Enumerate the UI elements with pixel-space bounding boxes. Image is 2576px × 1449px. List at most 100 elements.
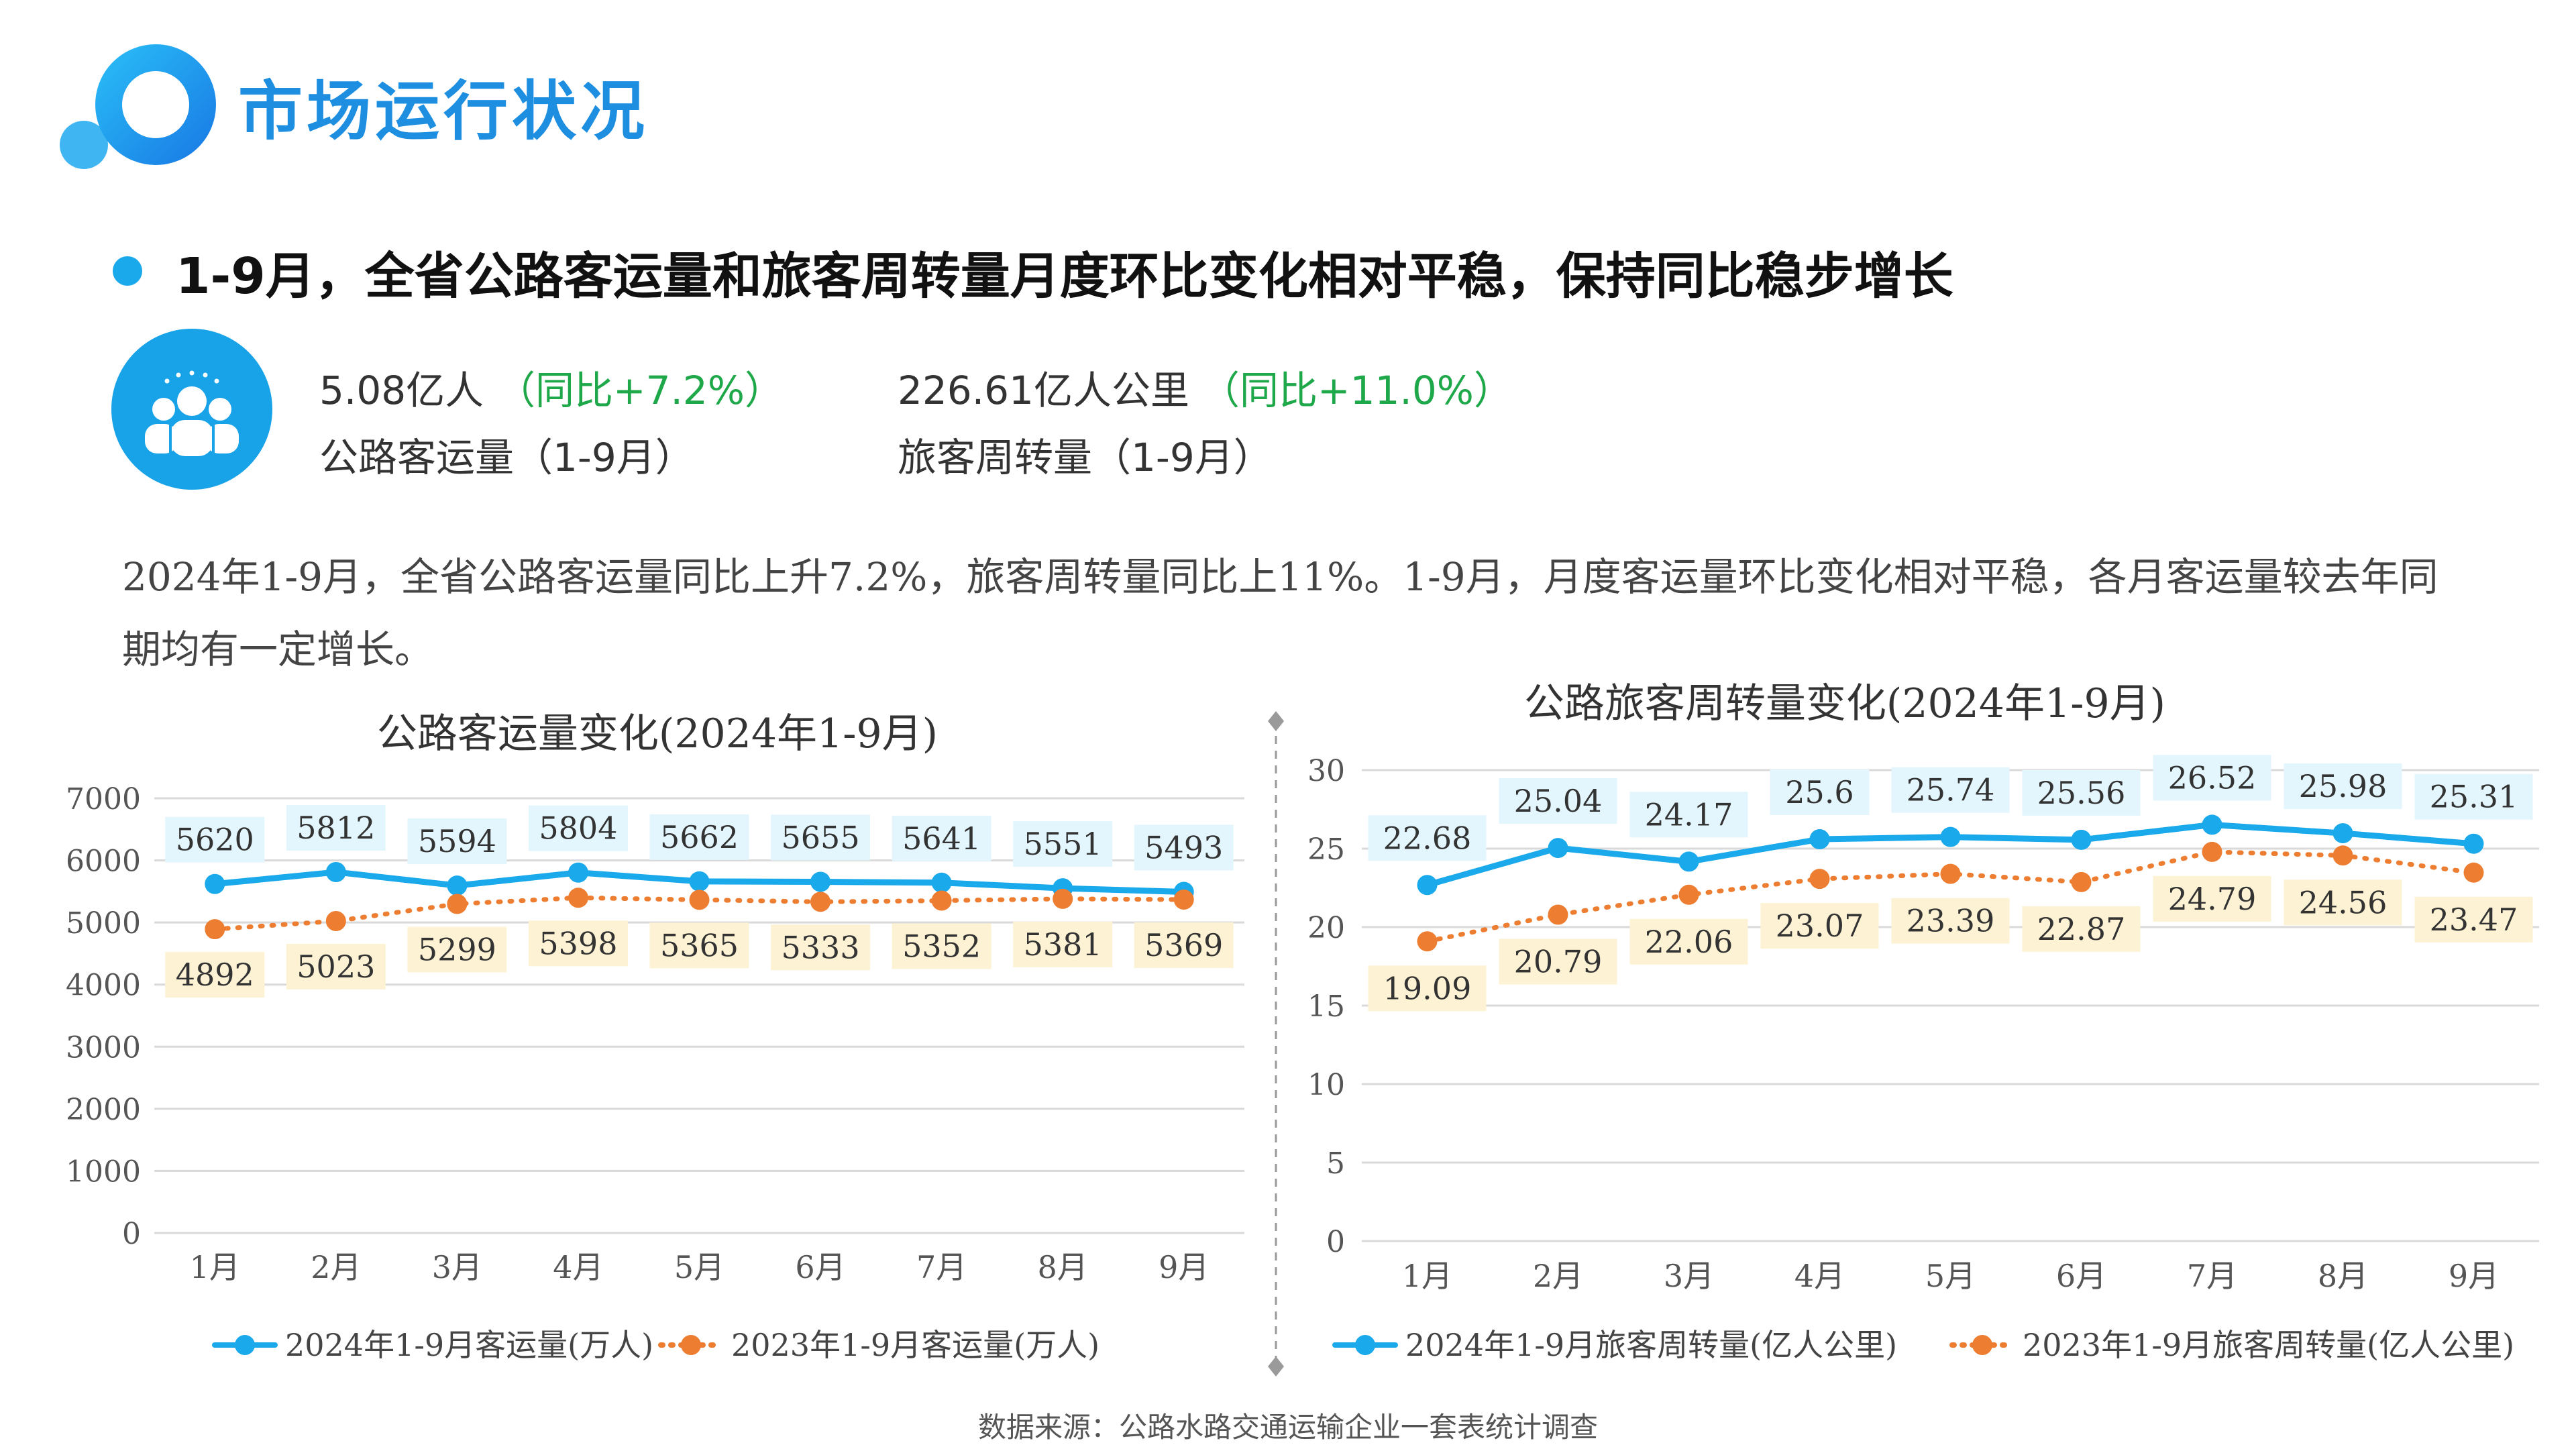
data-label-bg bbox=[1134, 824, 1234, 871]
data-label: 24.79 bbox=[2168, 881, 2257, 917]
data-point-2023 bbox=[931, 890, 952, 911]
data-label: 25.74 bbox=[1907, 772, 1995, 808]
series-line-2023 bbox=[212, 895, 1187, 932]
data-point-2023 bbox=[689, 890, 710, 910]
y-tick-label: 7000 bbox=[66, 782, 141, 816]
data-point-2024 bbox=[447, 875, 468, 896]
data-label-bg bbox=[1013, 921, 1113, 967]
data-label: 19.09 bbox=[1383, 970, 1472, 1006]
y-tick-label: 4000 bbox=[66, 969, 141, 1003]
data-point-2024 bbox=[2202, 814, 2222, 835]
divider-end-bottom bbox=[1268, 1356, 1284, 1377]
data-label-bg bbox=[1891, 898, 2010, 944]
data-point-2023 bbox=[2202, 841, 2222, 862]
data-label-bg bbox=[407, 818, 507, 865]
chart-2-title: 公路旅客周转量变化(2024年1-9月) bbox=[1523, 680, 2166, 727]
data-point-2024 bbox=[1417, 875, 1438, 896]
data-label: 5299 bbox=[418, 931, 496, 967]
data-label: 5381 bbox=[1024, 926, 1102, 963]
data-label-bg bbox=[1499, 778, 1617, 824]
legend-swatch-marker bbox=[235, 1335, 255, 1355]
x-tick-label: 1月 bbox=[190, 1249, 240, 1285]
kpi-turnover-growth: （同比+11.0%） bbox=[1201, 368, 1513, 413]
x-tick-label: 8月 bbox=[2318, 1258, 2368, 1294]
data-label-bg bbox=[2153, 875, 2271, 922]
y-tick-label: 6000 bbox=[66, 845, 141, 879]
data-label-bg bbox=[2284, 763, 2402, 810]
x-tick-label: 7月 bbox=[916, 1249, 967, 1285]
data-point-2023 bbox=[1940, 863, 1961, 884]
y-tick-label: 3000 bbox=[66, 1030, 141, 1065]
kpi-turnover-label: 旅客周转量（1-9月） bbox=[898, 435, 1273, 480]
data-label: 5804 bbox=[539, 810, 617, 847]
data-label: 26.52 bbox=[2168, 759, 2257, 796]
data-point-2024 bbox=[205, 873, 225, 894]
data-label-bg bbox=[2022, 769, 2141, 816]
data-label-bg bbox=[528, 920, 628, 967]
data-point-2024 bbox=[2071, 829, 2092, 850]
data-label-bg bbox=[649, 922, 749, 969]
data-label: 25.56 bbox=[2037, 775, 2126, 811]
data-label: 25.6 bbox=[1785, 774, 1854, 810]
data-label-bg bbox=[1629, 792, 1748, 838]
x-tick-label: 5月 bbox=[674, 1249, 724, 1285]
data-point-2023 bbox=[2332, 845, 2353, 866]
data-label: 5352 bbox=[902, 928, 981, 965]
data-point-2024 bbox=[1678, 851, 1699, 872]
data-label: 22.68 bbox=[1383, 820, 1472, 856]
headline-bullet bbox=[113, 256, 142, 286]
data-point-2024 bbox=[2463, 833, 2484, 854]
data-point-2023 bbox=[2463, 862, 2484, 883]
legend-label: 2023年1-9月客运量(万人) bbox=[731, 1327, 1099, 1363]
x-tick-label: 2月 bbox=[311, 1249, 361, 1285]
x-tick-label: 1月 bbox=[1402, 1258, 1452, 1294]
y-tick-label: 10 bbox=[1307, 1068, 1345, 1102]
data-label: 25.04 bbox=[1514, 783, 1603, 819]
data-label-bg bbox=[1891, 767, 2010, 813]
y-tick-label: 2000 bbox=[66, 1093, 141, 1127]
data-point-2024 bbox=[2332, 823, 2353, 844]
chart-1-title: 公路客运量变化(2024年1-9月) bbox=[376, 710, 938, 757]
data-label-bg bbox=[1770, 769, 1870, 815]
legend-label: 2023年1-9月旅客周转量(亿人公里) bbox=[2023, 1327, 2514, 1363]
data-label: 23.47 bbox=[2430, 902, 2518, 938]
data-label-bg bbox=[407, 926, 507, 973]
data-point-2024 bbox=[689, 871, 710, 892]
data-label-bg bbox=[892, 815, 991, 861]
data-point-2024 bbox=[325, 861, 346, 882]
data-label-bg bbox=[771, 814, 871, 861]
data-point-2023 bbox=[1417, 931, 1438, 952]
data-label-bg bbox=[1629, 918, 1748, 965]
data-label-bg bbox=[2153, 755, 2271, 801]
x-tick-label: 4月 bbox=[553, 1249, 603, 1285]
kpi-passenger-volume-growth: （同比+7.2%） bbox=[496, 368, 784, 413]
x-tick-label: 4月 bbox=[1794, 1258, 1845, 1294]
data-label-bg bbox=[771, 924, 871, 971]
data-label: 5620 bbox=[176, 822, 254, 858]
data-label: 24.17 bbox=[1645, 796, 1733, 833]
kpi-passenger-volume-label: 公路客运量（1-9月） bbox=[319, 435, 694, 480]
chart-1: 0 1000 2000 3000 4000 5000 6000 7000 1月 2月 3月 4月 5月 6… bbox=[66, 782, 1244, 1363]
data-label-bg bbox=[892, 923, 991, 969]
legend-label: 2024年1-9月旅客周转量(亿人公里) bbox=[1405, 1327, 1897, 1363]
y-tick-label: 30 bbox=[1307, 754, 1345, 788]
data-label-bg bbox=[2284, 879, 2402, 926]
data-point-2024 bbox=[810, 871, 831, 892]
data-label-bg bbox=[286, 804, 386, 851]
y-tick-label: 5 bbox=[1326, 1146, 1345, 1181]
data-label: 20.79 bbox=[1514, 944, 1603, 980]
x-tick-label: 6月 bbox=[795, 1249, 845, 1285]
data-label: 22.87 bbox=[2037, 911, 2126, 947]
data-point-2023 bbox=[1053, 888, 1073, 909]
data-label: 5641 bbox=[902, 820, 981, 857]
data-label-bg bbox=[1368, 965, 1487, 1012]
y-tick-label: 5000 bbox=[66, 906, 141, 941]
headline: 1-9月，全省公路客运量和旅客周转量月度环比变化相对平稳，保持同比稳步增长 bbox=[176, 248, 1953, 305]
chart-2: 0 5 10 15 20 25 30 1月 2月 3月 4月 5月 6月 7月 8月 9月 22.68 25.04… bbox=[1307, 754, 2539, 1363]
data-label-bg bbox=[1368, 815, 1487, 861]
data-point-2023 bbox=[325, 911, 346, 932]
data-label: 25.98 bbox=[2299, 768, 2387, 804]
data-point-2023 bbox=[2071, 871, 2092, 892]
data-label: 5398 bbox=[539, 925, 617, 961]
data-label: 24.56 bbox=[2299, 884, 2387, 920]
